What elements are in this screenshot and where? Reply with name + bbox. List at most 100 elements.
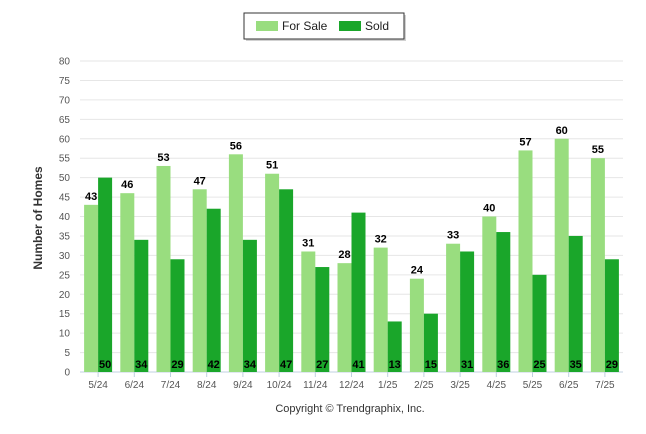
data-label-for-sale: 57 xyxy=(519,136,531,148)
data-label-sold: 42 xyxy=(208,359,220,371)
data-label-for-sale: 60 xyxy=(556,125,568,137)
bar-for-sale[interactable] xyxy=(228,154,243,372)
bar-for-sale[interactable] xyxy=(590,158,605,372)
bar-for-sale[interactable] xyxy=(120,193,135,372)
x-tick-label: 4/25 xyxy=(487,380,507,391)
bar-sold[interactable] xyxy=(170,259,185,372)
legend-swatch-for-sale xyxy=(256,21,278,31)
data-label-for-sale: 31 xyxy=(302,237,314,249)
y-tick-label: 35 xyxy=(59,231,71,242)
bar-sold[interactable] xyxy=(387,321,402,372)
bar-for-sale[interactable] xyxy=(373,247,388,372)
x-tick-label: 7/24 xyxy=(161,380,181,391)
bar-for-sale[interactable] xyxy=(301,251,316,372)
bar-sold[interactable] xyxy=(206,208,221,372)
y-axis-ticks: 0 5 10 15 20 25 30 35 40 45 50 55 60 65 70 75 80 xyxy=(59,57,71,379)
y-tick-label: 30 xyxy=(59,251,71,262)
y-axis-label: Number of Homes xyxy=(31,166,45,270)
data-label-for-sale: 28 xyxy=(338,249,350,261)
bar-for-sale[interactable] xyxy=(156,165,171,372)
x-tick-label: 9/24 xyxy=(233,380,253,391)
y-tick-label: 70 xyxy=(59,95,71,106)
data-label-sold: 27 xyxy=(316,359,328,371)
bar-sold[interactable] xyxy=(460,251,475,372)
data-label-sold: 29 xyxy=(606,359,618,371)
x-tick-label: 5/25 xyxy=(523,380,543,391)
data-label-sold: 41 xyxy=(352,359,364,371)
legend-label-for-sale[interactable]: For Sale xyxy=(282,19,328,33)
y-tick-label: 10 xyxy=(59,329,71,340)
data-label-for-sale: 55 xyxy=(592,144,604,156)
bar-sold[interactable] xyxy=(568,235,583,372)
data-label-sold: 50 xyxy=(99,359,111,371)
bars xyxy=(84,138,619,373)
x-axis-ticks: 5/24 6/24 7/24 8/24 9/24 10/24 11/24 12/24 1/25 2… xyxy=(88,372,615,391)
bar-for-sale[interactable] xyxy=(337,263,352,372)
data-label-for-sale: 32 xyxy=(375,234,387,246)
bar-sold[interactable] xyxy=(423,313,438,372)
data-label-sold: 13 xyxy=(389,359,401,371)
bar-for-sale[interactable] xyxy=(265,173,280,372)
data-label-sold: 36 xyxy=(497,359,509,371)
x-tick-label: 7/25 xyxy=(595,380,615,391)
data-label-sold: 25 xyxy=(533,359,545,371)
bar-for-sale[interactable] xyxy=(409,278,424,372)
data-label-sold: 34 xyxy=(135,359,148,371)
bar-for-sale[interactable] xyxy=(84,204,99,372)
data-label-sold: 47 xyxy=(280,359,292,371)
bar-sold[interactable] xyxy=(134,239,149,372)
y-tick-label: 55 xyxy=(59,154,71,165)
y-tick-label: 75 xyxy=(59,76,71,87)
data-label-for-sale: 40 xyxy=(483,203,495,215)
bar-sold[interactable] xyxy=(496,232,511,372)
data-label-for-sale: 33 xyxy=(447,230,459,242)
data-labels: 43 50 46 34 53 29 47 42 56 34 51 47 31 27 28 41 32 13 24 15… xyxy=(85,125,618,371)
y-tick-label: 60 xyxy=(59,134,71,145)
data-label-for-sale: 51 xyxy=(266,160,278,172)
y-tick-label: 65 xyxy=(59,115,71,126)
legend-swatch-sold xyxy=(339,21,361,31)
y-tick-label: 80 xyxy=(59,57,71,68)
bar-sold[interactable] xyxy=(604,259,619,372)
x-tick-label: 5/24 xyxy=(88,380,108,391)
y-tick-label: 5 xyxy=(64,348,70,359)
bar-sold[interactable] xyxy=(315,267,330,372)
bar-for-sale[interactable] xyxy=(518,150,533,372)
y-tick-label: 40 xyxy=(59,212,71,223)
x-tick-label: 11/24 xyxy=(303,380,328,391)
bar-for-sale[interactable] xyxy=(446,243,461,372)
y-tick-label: 45 xyxy=(59,193,71,204)
legend[interactable]: For Sale Sold xyxy=(243,12,406,41)
data-label-for-sale: 47 xyxy=(194,175,206,187)
data-label-sold: 34 xyxy=(244,359,257,371)
bar-for-sale[interactable] xyxy=(482,216,497,373)
bar-sold[interactable] xyxy=(351,212,366,372)
data-label-for-sale: 53 xyxy=(157,152,169,164)
data-label-sold: 35 xyxy=(570,359,582,371)
y-tick-label: 0 xyxy=(64,368,70,379)
data-label-sold: 15 xyxy=(425,359,437,371)
legend-label-sold[interactable]: Sold xyxy=(365,19,389,33)
copyright-credit: Copyright © Trendgraphix, Inc. xyxy=(275,403,424,415)
y-tick-label: 25 xyxy=(59,270,71,281)
x-tick-label: 10/24 xyxy=(267,380,292,391)
x-tick-label: 6/25 xyxy=(559,380,579,391)
data-label-for-sale: 24 xyxy=(411,265,424,277)
bar-sold[interactable] xyxy=(98,177,113,372)
data-label-for-sale: 56 xyxy=(230,140,242,152)
bar-sold[interactable] xyxy=(279,189,294,372)
y-tick-label: 15 xyxy=(59,309,71,320)
bar-sold[interactable] xyxy=(532,274,547,372)
bar-for-sale[interactable] xyxy=(554,138,569,372)
data-label-for-sale: 43 xyxy=(85,191,97,203)
y-tick-label: 50 xyxy=(59,173,71,184)
bar-for-sale[interactable] xyxy=(192,189,207,372)
x-tick-label: 1/25 xyxy=(378,380,398,391)
data-label-sold: 29 xyxy=(171,359,183,371)
x-tick-label: 6/24 xyxy=(125,380,145,391)
x-tick-label: 8/24 xyxy=(197,380,217,391)
bar-sold[interactable] xyxy=(242,239,257,372)
data-label-sold: 31 xyxy=(461,359,473,371)
data-label-for-sale: 46 xyxy=(121,179,133,191)
